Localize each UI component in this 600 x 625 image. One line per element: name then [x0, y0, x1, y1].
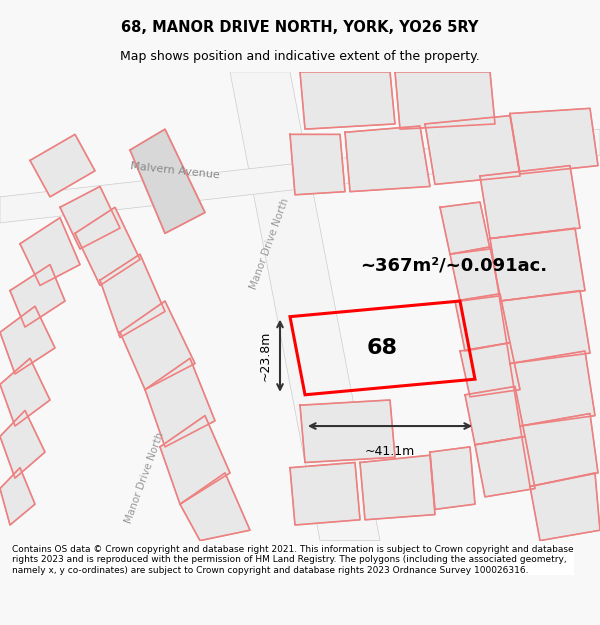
Polygon shape — [475, 436, 535, 497]
Polygon shape — [290, 462, 360, 525]
Text: Map shows position and indicative extent of the property.: Map shows position and indicative extent… — [120, 50, 480, 63]
Text: Contains OS data © Crown copyright and database right 2021. This information is : Contains OS data © Crown copyright and d… — [12, 545, 574, 574]
Polygon shape — [490, 228, 585, 301]
Polygon shape — [160, 416, 230, 504]
Polygon shape — [455, 294, 510, 351]
Polygon shape — [0, 468, 35, 525]
Polygon shape — [145, 358, 215, 447]
Text: ~367m²/~0.091ac.: ~367m²/~0.091ac. — [360, 257, 547, 275]
Polygon shape — [425, 116, 520, 184]
Polygon shape — [510, 351, 595, 426]
Text: 68, MANOR DRIVE NORTH, YORK, YO26 5RY: 68, MANOR DRIVE NORTH, YORK, YO26 5RY — [121, 20, 479, 35]
Polygon shape — [480, 166, 580, 239]
Text: Manor Drive North: Manor Drive North — [249, 197, 291, 291]
Polygon shape — [0, 411, 45, 478]
Polygon shape — [30, 134, 95, 197]
Polygon shape — [520, 414, 598, 486]
Polygon shape — [130, 129, 205, 233]
Polygon shape — [60, 186, 120, 249]
Polygon shape — [10, 264, 65, 327]
Polygon shape — [510, 108, 598, 174]
Polygon shape — [500, 291, 590, 364]
Polygon shape — [395, 72, 495, 129]
Polygon shape — [300, 72, 395, 129]
Polygon shape — [465, 386, 525, 445]
Polygon shape — [345, 126, 430, 192]
Polygon shape — [0, 358, 50, 426]
Polygon shape — [230, 72, 380, 541]
Polygon shape — [75, 208, 140, 286]
Polygon shape — [290, 134, 345, 195]
Polygon shape — [360, 455, 435, 520]
Text: ~23.8m: ~23.8m — [259, 331, 272, 381]
Polygon shape — [430, 447, 475, 509]
Polygon shape — [120, 301, 195, 389]
Polygon shape — [300, 400, 395, 462]
Polygon shape — [0, 306, 55, 374]
Polygon shape — [100, 254, 165, 338]
Text: ~41.1m: ~41.1m — [365, 445, 415, 458]
Text: Malvern Avenue: Malvern Avenue — [130, 161, 220, 181]
Polygon shape — [180, 473, 250, 541]
Polygon shape — [20, 217, 80, 286]
Text: Manor Drive North: Manor Drive North — [124, 431, 166, 525]
Polygon shape — [0, 129, 600, 223]
Polygon shape — [530, 473, 600, 541]
Polygon shape — [450, 247, 500, 301]
Text: 68: 68 — [367, 338, 398, 358]
Polygon shape — [460, 342, 520, 397]
Polygon shape — [440, 202, 490, 254]
